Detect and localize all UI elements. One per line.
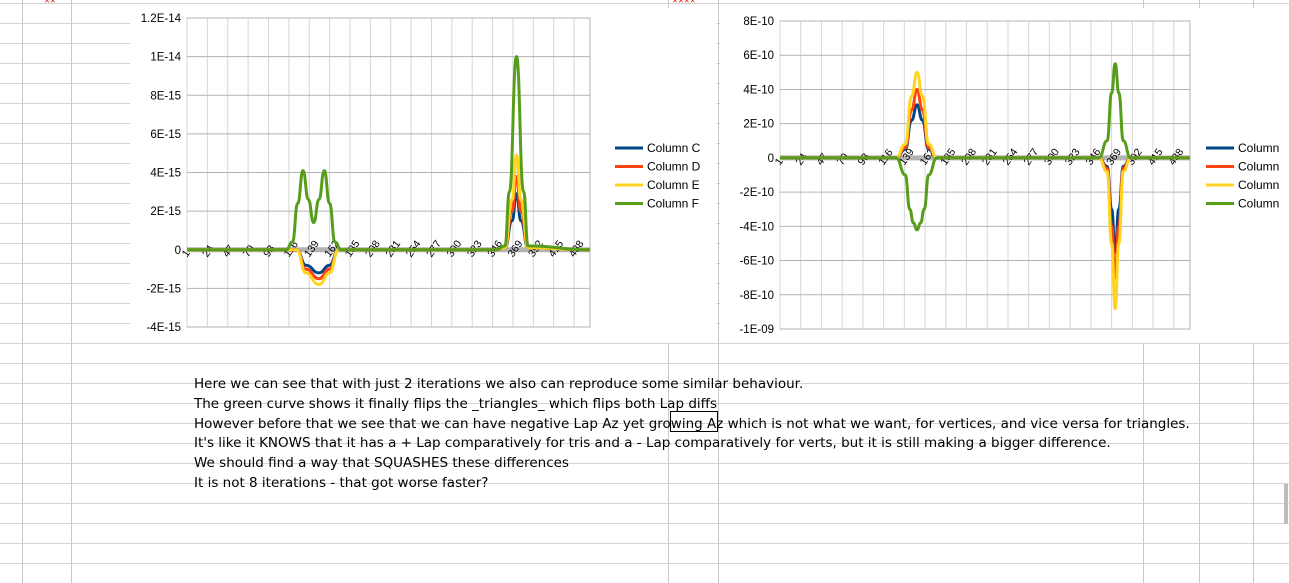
note-line[interactable]: It is not 8 iterations - that got worse … (194, 474, 489, 491)
y-tick-label: 0 (175, 245, 181, 257)
chart-left-svg: 1.2E-14 1E-14 8E-15 6E-15 4E-15 2E-15 0 -2E-15 -… (141, 13, 701, 334)
y-tick-label: 6E-15 (150, 129, 181, 141)
y-tick-label: -6E-10 (739, 256, 774, 268)
y-tick-label: -8E-10 (739, 290, 774, 302)
legend-label: Column (1238, 197, 1279, 211)
y-tick-label: 8E-15 (150, 90, 181, 102)
y-tick-label: 2E-10 (743, 119, 774, 131)
legend-label: Column D (647, 160, 701, 174)
note-line[interactable]: It's like it KNOWS that it has a + Lap c… (194, 435, 1111, 452)
y-tick-label: -4E-15 (146, 322, 181, 334)
column-divider (718, 0, 719, 583)
y-tick-label: -2E-15 (146, 283, 181, 295)
y-tick-label: -2E-10 (739, 187, 774, 199)
legend-label: Column F (647, 197, 699, 211)
selected-cell-cursor[interactable] (670, 411, 718, 432)
legend-label: Column E (647, 178, 700, 192)
note-line[interactable]: We should find a way that SQUASHES these… (194, 455, 569, 472)
error-marker-icon: ✕✕ (44, 0, 56, 5)
note-line[interactable]: However before that we see that we can h… (194, 415, 1190, 432)
y-tick-label: 2E-15 (150, 206, 181, 218)
error-marker-icon: ✕✕✕✕ (672, 0, 696, 5)
legend-label: Column (1238, 178, 1279, 192)
y-tick-label: 1E-14 (150, 52, 181, 64)
chart-left[interactable]: 1.2E-14 1E-14 8E-15 6E-15 4E-15 2E-15 0 -2E-15 -… (130, 8, 716, 343)
column-divider (22, 0, 23, 583)
y-tick-label: 4E-10 (743, 84, 774, 96)
note-line[interactable]: The green curve shows it finally flips t… (194, 395, 717, 412)
y-tick-label: -4E-10 (739, 221, 774, 233)
chart-right[interactable]: 8E-10 6E-10 4E-10 2E-10 0 -2E-10 -4E-10 -6E-10 -… (720, 8, 1289, 343)
note-line[interactable]: Here we can see that with just 2 iterati… (194, 376, 804, 392)
series-line[interactable] (779, 62, 1190, 232)
legend-label: Column (1238, 141, 1279, 155)
vertical-scrollbar-thumb[interactable] (1284, 484, 1288, 524)
y-tick-label: 8E-10 (743, 16, 774, 28)
column-divider (71, 0, 72, 583)
x-tick-label: 1 (180, 248, 193, 260)
legend-label: Column C (647, 141, 701, 155)
y-tick-label: -1E-09 (739, 324, 774, 336)
legend-label: Column (1238, 160, 1279, 174)
x-tick-label: 1 (773, 156, 786, 168)
y-tick-label: 4E-15 (150, 168, 181, 180)
y-tick-label: 0 (768, 153, 774, 165)
notes-text-block: Here we can see that with just 2 iterati… (194, 375, 1194, 494)
chart-right-svg: 8E-10 6E-10 4E-10 2E-10 0 -2E-10 -4E-10 -6E-10 -… (739, 16, 1279, 336)
y-tick-label: 6E-10 (743, 50, 774, 62)
plot-area (779, 20, 1191, 330)
y-tick-label: 1.2E-14 (141, 13, 182, 25)
series-line[interactable] (187, 55, 591, 252)
